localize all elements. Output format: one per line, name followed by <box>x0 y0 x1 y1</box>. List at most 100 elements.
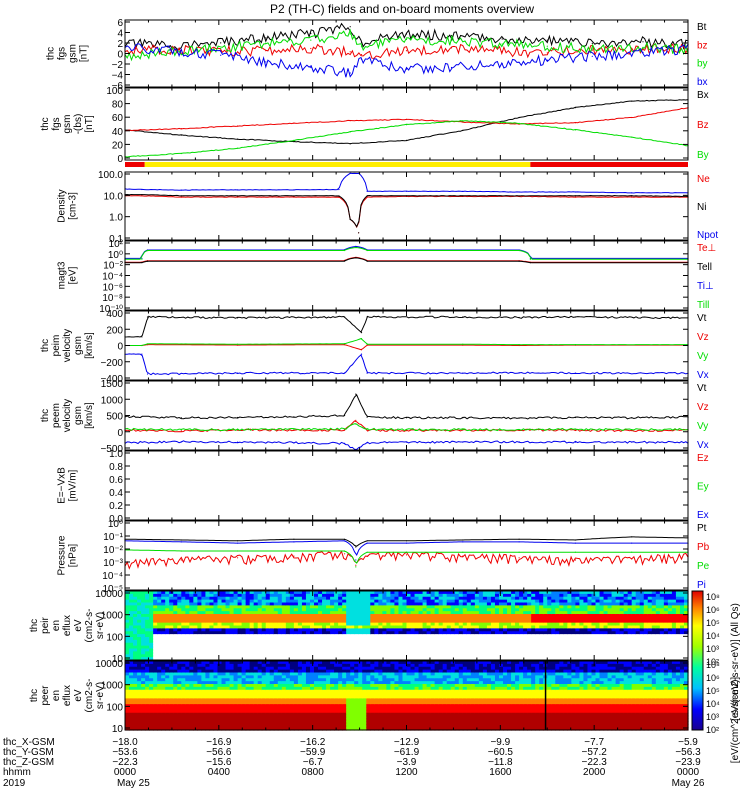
series-5-Vy <box>124 338 689 347</box>
data-point <box>366 416 368 418</box>
y-tick-label: 0.0 <box>109 514 123 525</box>
data-point <box>310 47 312 50</box>
mode-bar <box>125 162 688 167</box>
y-tick-label: 10.0 <box>104 191 124 202</box>
series-line <box>124 394 689 420</box>
data-point <box>405 33 408 35</box>
x-tick-label: −56.6 <box>206 747 232 758</box>
data-point <box>349 218 351 220</box>
series-line <box>125 536 688 547</box>
data-point <box>293 195 295 197</box>
x-tick-label: −9.9 <box>490 737 510 748</box>
data-point <box>169 51 171 54</box>
y-axis-label-7: E=−VxB [mV/m] <box>57 467 79 504</box>
data-point <box>631 558 633 560</box>
y-axis-label-line: E=−VxB <box>57 467 68 504</box>
data-point <box>631 542 633 544</box>
series-line <box>125 344 688 351</box>
spectrogram-10 <box>125 661 689 731</box>
data-point <box>360 332 363 334</box>
data-point <box>574 559 577 561</box>
y-tick-label: 10⁻⁴ <box>102 272 123 283</box>
data-point <box>462 343 464 345</box>
data-point <box>141 353 143 355</box>
y-tick-label: 80 <box>112 100 124 111</box>
data-point <box>462 372 464 374</box>
data-point <box>631 429 633 431</box>
y-axis-label-line: Pressure <box>57 535 68 575</box>
legend-label: Ne <box>697 174 710 185</box>
data-point <box>405 139 408 141</box>
series-line <box>124 43 689 59</box>
y-ticks-6: 1500 1000 500 0 −500 <box>100 379 688 455</box>
legend-label: Bz <box>697 120 709 131</box>
data-point <box>344 414 346 417</box>
data-point <box>237 416 239 419</box>
y-tick-label: 10⁻¹ <box>103 532 123 543</box>
data-point <box>293 538 295 540</box>
series-line <box>124 195 688 229</box>
panel-9: 10000 1000 100 10 thc peir en eflux eV (cm2-s-sr-… <box>29 589 689 665</box>
legend-3: Ne Ni Npot <box>697 174 718 241</box>
data-point <box>462 120 464 122</box>
data-point <box>237 429 239 431</box>
data-point <box>344 343 346 345</box>
x-tick-label: 2000 <box>583 767 606 778</box>
x-tick-label: −5.9 <box>678 737 698 748</box>
data-point <box>366 442 368 444</box>
x-tick-label: −7.7 <box>584 737 604 748</box>
data-point <box>631 536 633 538</box>
data-point <box>574 416 577 419</box>
series-line <box>124 315 688 338</box>
data-point <box>237 125 239 127</box>
y-tick-label: 0.1 <box>109 234 123 245</box>
data-point <box>237 343 239 345</box>
data-point <box>366 429 368 431</box>
data-point <box>344 540 346 542</box>
data-point <box>631 192 633 194</box>
data-point <box>358 172 360 174</box>
x-tick-label: −18.0 <box>112 737 138 748</box>
y-tick-label: 0.2 <box>109 501 123 512</box>
y-axis-label-10: thc peer en eflux eV (cm2-s-sr-eV) <box>29 679 106 713</box>
y-axis-label-line: Density <box>57 189 68 222</box>
data-point <box>355 546 357 548</box>
data-point <box>574 344 577 346</box>
data-point <box>546 52 548 54</box>
data-point <box>180 417 182 419</box>
y-ticks-3: 100.0 10.0 1.0 0.1 <box>98 170 688 245</box>
data-point <box>642 51 644 54</box>
legend-4: Te⊥ Tell Ti⊥ Till <box>697 243 716 311</box>
series-6-Vt <box>124 393 689 420</box>
series-line <box>125 99 689 145</box>
data-point <box>344 316 346 318</box>
y-axis-label-line: eflux <box>62 685 73 706</box>
y-axis-label-line: thc <box>46 47 57 60</box>
data-point <box>180 430 182 432</box>
legend-6: Vt Vz Vy Vx <box>697 383 709 451</box>
data-point <box>355 559 357 561</box>
series-line <box>125 246 688 260</box>
data-point <box>518 195 520 197</box>
y-tick-label: 0 <box>117 154 123 165</box>
data-point <box>405 542 408 544</box>
x-row-label: thc_X-GSM <box>3 737 55 748</box>
series-2-Bz <box>124 107 689 132</box>
data-point <box>518 344 520 347</box>
series-3-Ne <box>124 195 689 234</box>
legend-label: Vz <box>697 402 709 413</box>
data-point <box>360 41 363 43</box>
y-tick-label: 100 <box>106 702 123 713</box>
y-tick-label: 0 <box>117 342 123 353</box>
data-point <box>518 541 520 543</box>
panel-4: Te⊥ Tell Ti⊥ Till 10²10⁰10⁻²10⁻⁴10⁻⁶10⁻⁸10⁻¹… <box>57 239 717 315</box>
series-line <box>124 22 689 50</box>
legend-label: Bt <box>697 22 707 33</box>
data-point <box>518 122 520 124</box>
data-point <box>518 429 520 431</box>
panel-5: Vt Vz Vy Vx 400 200 0 −200 −400 thc peim velocity gs… <box>40 309 709 385</box>
series-5-Vx <box>124 353 689 376</box>
data-point <box>642 41 644 43</box>
data-point <box>450 66 453 69</box>
